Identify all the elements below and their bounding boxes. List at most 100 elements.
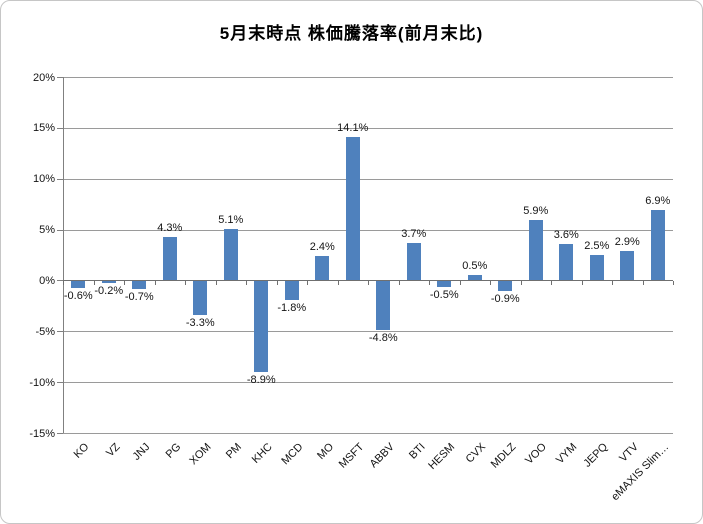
bar-value-label: 6.9% [645,195,671,208]
x-axis-tick [459,281,461,286]
bar-value-label: 14.1% [337,122,369,134]
x-axis-category-label: MSFT [336,441,367,471]
y-axis-tick [57,178,63,180]
bar [315,256,330,281]
bar-value-label: 5.1% [218,213,244,226]
y-axis-tick [57,77,63,78]
bar-value-label: -3.3% [185,316,215,329]
x-axis-tick [276,281,278,286]
bar-value-label: 2.9% [614,235,640,248]
y-axis-tick-label: -15% [29,427,55,440]
x-axis-category-label: ABBV [367,441,397,471]
bar [223,228,238,281]
bar-value-label: -0.6% [63,289,93,302]
bar-value-label: -0.9% [490,292,520,305]
bar-value-label: -1.8% [277,301,307,314]
x-axis-tick [673,281,674,286]
x-axis-category-label: eMAXIS Slim… [609,441,672,504]
y-axis-tick-label: 0% [39,274,55,287]
bar [101,281,116,284]
bar [559,243,574,281]
y-axis-tick-label: 10% [32,173,55,186]
gridline [63,433,673,434]
x-axis-category-label: HESM [426,441,458,472]
x-axis-tick [398,281,400,286]
bar [345,137,360,281]
gridline [63,77,673,78]
x-axis-category-label: KO [72,441,92,461]
x-axis-category-label: KHC [249,441,275,466]
x-axis-tick [520,281,522,286]
bar [71,281,86,288]
bar-value-label: 2.5% [584,240,610,252]
x-axis-tick [337,281,339,286]
bar [254,281,269,372]
x-axis-tick [154,281,156,286]
bar [193,281,208,315]
x-axis-tick [642,281,644,286]
gridline [63,331,673,333]
x-axis-tick [93,281,95,286]
x-axis-tick [185,281,186,286]
bar [437,281,452,287]
x-axis-tick [581,281,583,286]
bar [498,281,513,291]
x-axis-tick [246,281,247,286]
gridline [63,127,673,129]
bar-value-label: 5.9% [523,205,549,218]
bar [162,236,177,281]
gridline [63,178,673,180]
bar-value-label: -0.7% [124,290,154,303]
y-axis-tick [57,229,63,231]
gridline [63,382,673,384]
bar [406,242,421,281]
x-axis-tick [429,281,430,286]
y-axis-tick [57,433,63,434]
y-axis-tick [57,382,63,384]
x-axis-tick [307,281,308,286]
y-axis-tick-label: -10% [29,376,55,389]
x-axis-category-label: VTV [617,441,641,465]
x-axis-category-label: VOO [523,441,550,467]
bar-value-label: -0.2% [94,285,124,298]
x-axis-category-label: JNJ [130,441,153,463]
x-axis-tick [612,281,613,286]
bar [650,210,665,281]
bar-value-label: -0.5% [429,288,459,301]
bar-value-label: -4.8% [368,332,398,345]
bar-value-label: 3.7% [401,227,427,240]
y-axis-tick [57,331,63,333]
y-axis-tick-label: 5% [39,224,55,237]
x-axis-category-label: PM [224,441,245,462]
x-axis-category-label: VZ [103,441,123,460]
x-axis-category-label: MO [314,441,336,463]
bar [467,275,482,281]
gridline [63,229,673,231]
bar [132,281,147,289]
x-axis-category-label: BTI [406,441,428,462]
bar [376,281,391,331]
bar [528,220,543,281]
bar [620,250,635,281]
x-axis-tick [63,281,64,286]
bar [284,281,299,300]
x-axis-tick [368,281,369,286]
bar-value-label: 0.5% [462,260,488,273]
bar [589,255,604,281]
x-axis-category-label: PG [163,441,184,461]
bar-value-label: 4.3% [157,221,183,234]
x-axis-category-label: XOM [187,441,214,468]
x-axis-category-label: CVX [463,441,489,466]
bar-value-label: -8.9% [246,373,276,386]
y-axis-tick [57,280,63,282]
x-axis-category-label: VYM [554,441,580,467]
y-axis-tick-label: 20% [32,71,55,84]
x-axis-tick [124,281,125,286]
chart-title: 5月末時点 株価騰落率(前月末比) [219,24,484,43]
x-axis-category-label: MDLZ [489,441,519,471]
x-axis-tick [551,281,552,286]
y-axis-line [63,77,64,433]
bar-value-label: 3.6% [553,228,579,241]
x-axis-line [63,280,673,282]
